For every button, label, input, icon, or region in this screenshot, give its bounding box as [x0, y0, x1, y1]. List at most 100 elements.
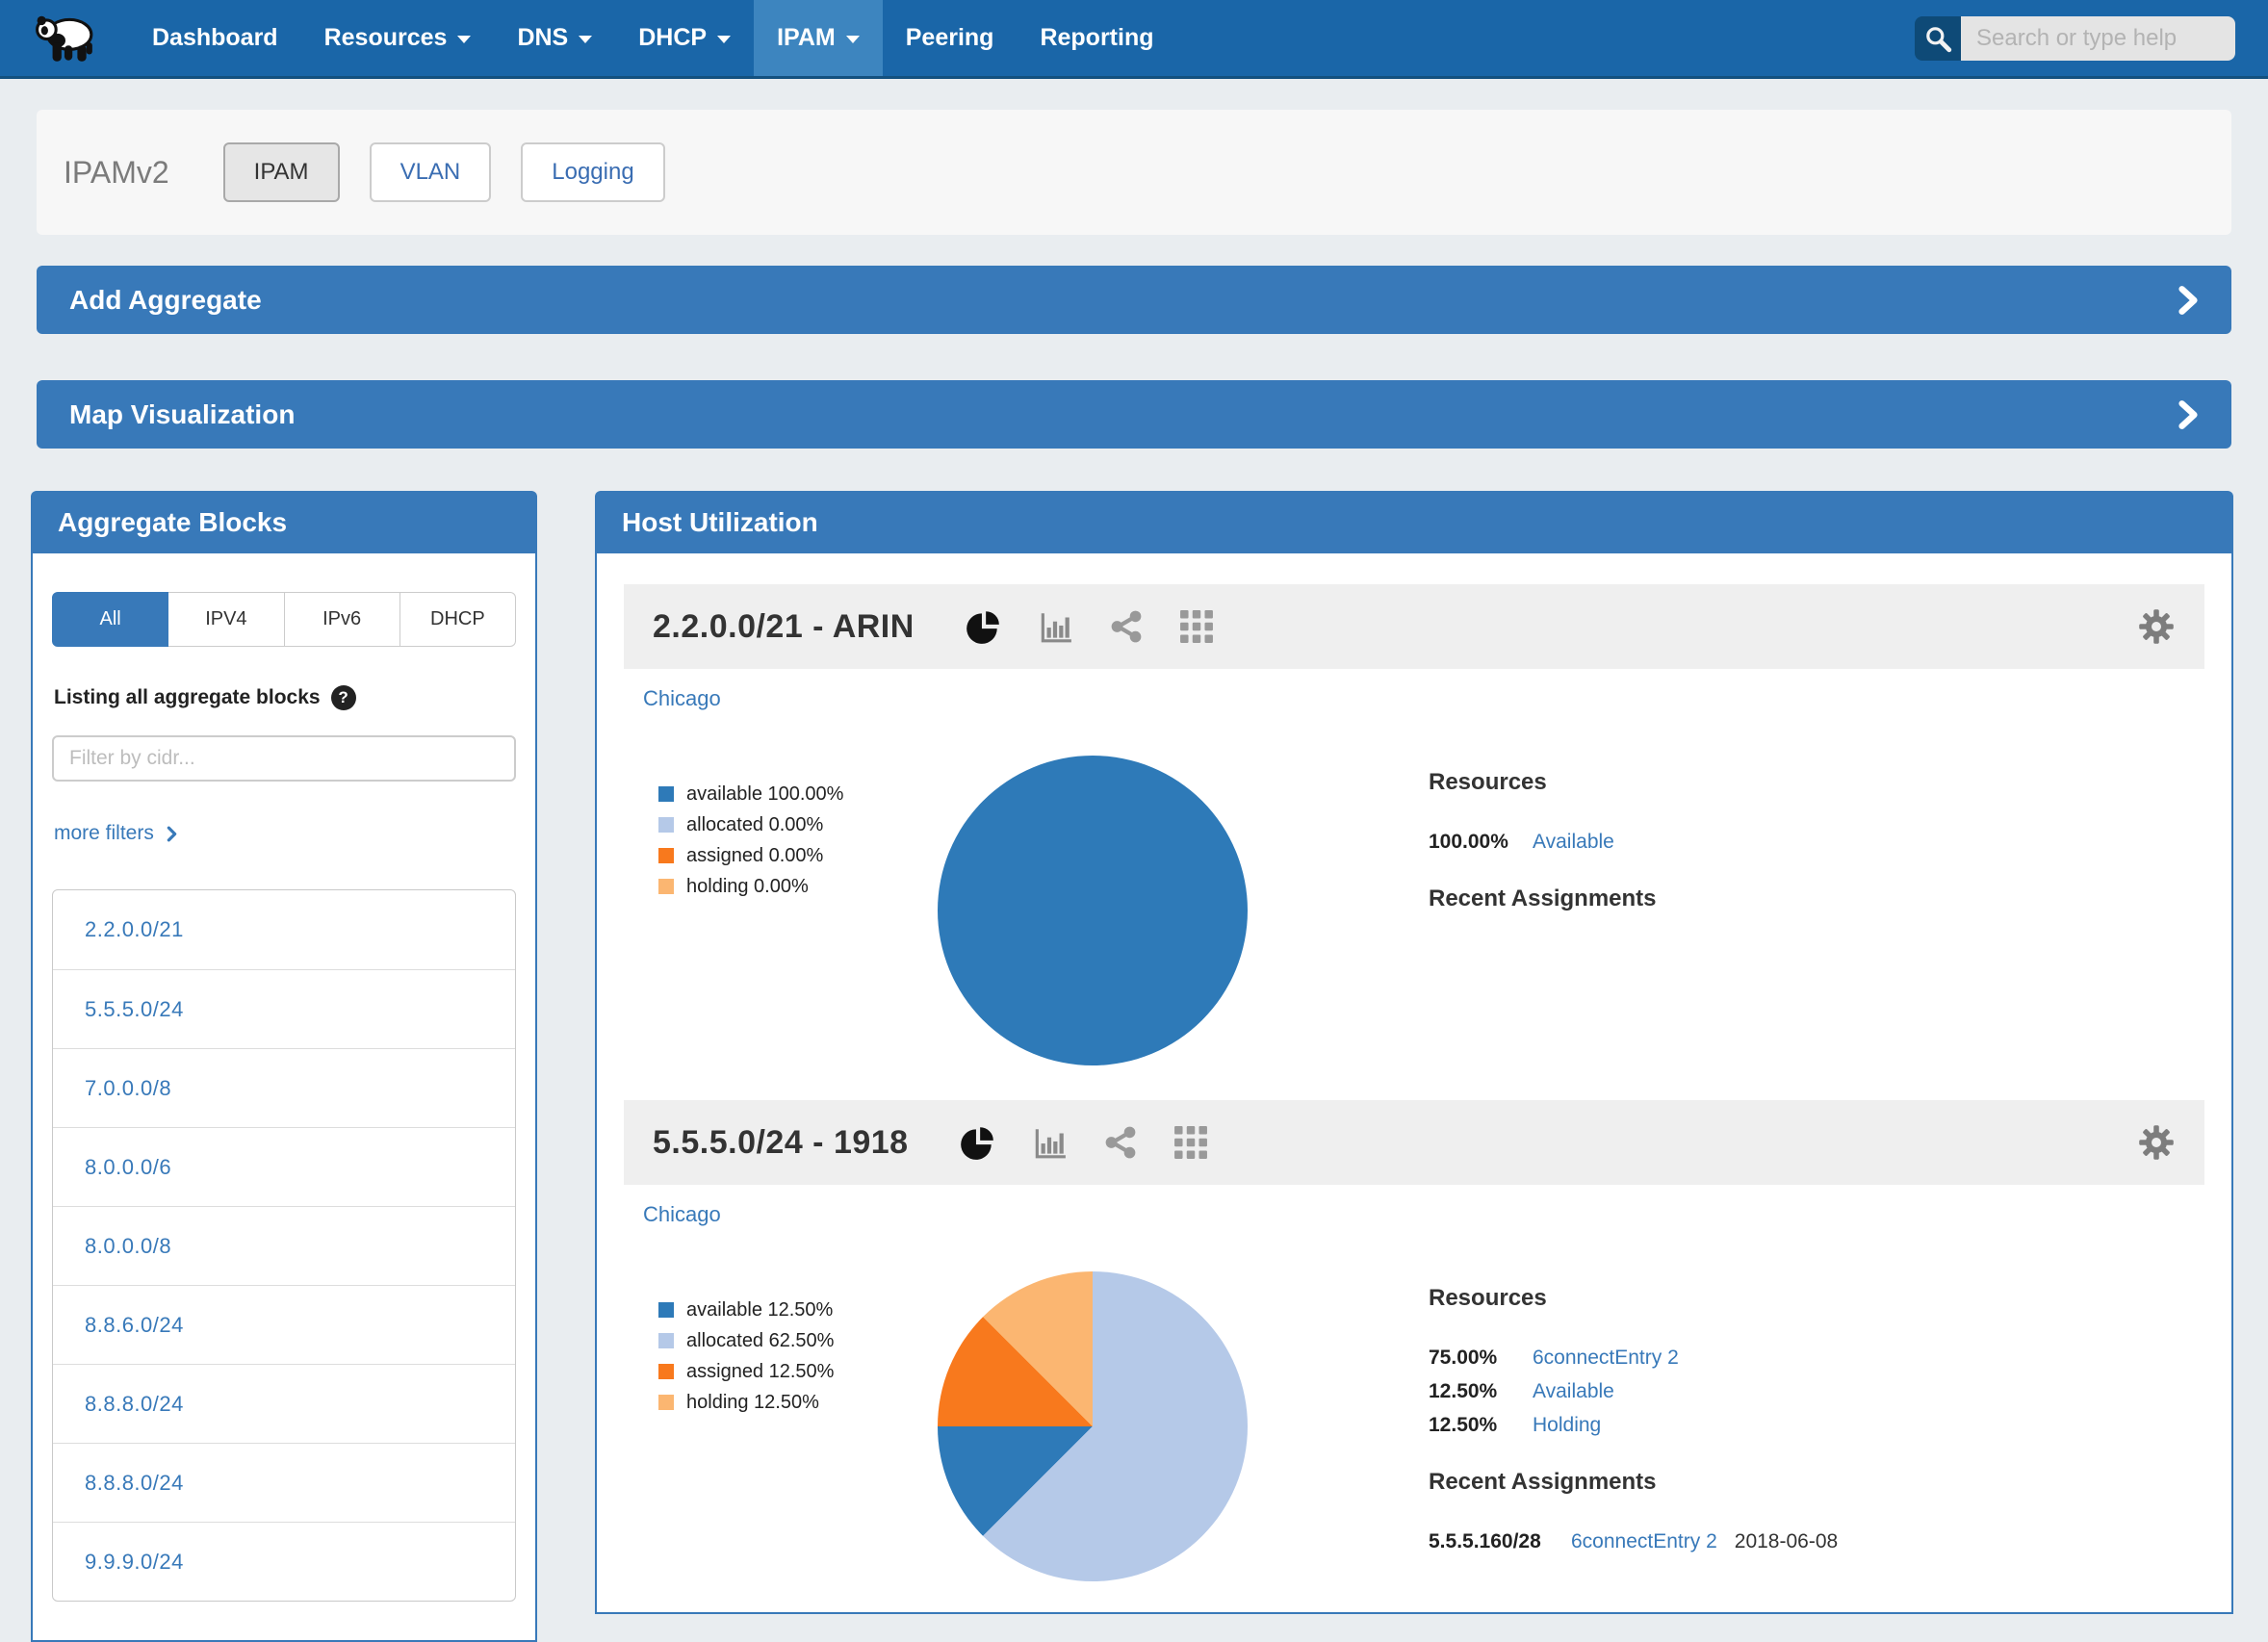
map-visualization-label: Map Visualization [69, 398, 296, 429]
resource-link[interactable]: Available [1533, 1380, 1614, 1402]
host-utilization-header: Host Utilization [595, 491, 2233, 553]
resources-column: Resources 75.00% 6connectEntry 2 12.50% … [1429, 1285, 1838, 1558]
chevron-right-icon [2178, 285, 2199, 316]
resources-column: Resources 100.00% Available Recent Assig… [1429, 769, 1657, 941]
recent-assignments-heading: Recent Assignments [1429, 885, 1657, 911]
nav-item-resources[interactable]: Resources [301, 0, 495, 76]
nav-menu: Dashboard Resources DNS DHCP IPAM Peerin… [129, 0, 1177, 76]
resource-row: 12.50% Available [1429, 1374, 1838, 1408]
legend-swatch-holding [658, 879, 674, 894]
pie-chart-container [938, 756, 1400, 1065]
legend-swatch-holding [658, 1395, 674, 1410]
map-visualization-bar[interactable]: Map Visualization [37, 380, 2231, 449]
utilization-pie-chart [938, 1271, 1248, 1581]
recent-assignment-row: 5.5.5.160/28 6connectEntry 2 2018-06-08 [1429, 1525, 1838, 1558]
filter-tab-dhcp[interactable]: DHCP [399, 592, 516, 647]
chevron-right-icon [166, 825, 178, 843]
caret-down-icon [845, 36, 860, 43]
bar-chart-icon[interactable] [1031, 1125, 1068, 1160]
caret-down-icon [717, 36, 732, 43]
gear-icon[interactable] [2137, 1123, 2176, 1162]
add-aggregate-label: Add Aggregate [69, 284, 262, 315]
panda-logo-icon[interactable] [35, 12, 96, 65]
pie-chart-icon[interactable] [959, 1123, 995, 1162]
aggregate-block-link[interactable]: 8.8.8.0/24 [53, 1443, 515, 1522]
cidr-filter-input[interactable] [52, 735, 516, 782]
tab-vlan[interactable]: VLAN [369, 142, 492, 202]
block-title: 2.2.0.0/21 - ARIN [653, 607, 915, 645]
aggregate-block-link[interactable]: 8.8.8.0/24 [53, 1364, 515, 1443]
bar-chart-icon[interactable] [1037, 609, 1073, 644]
view-switcher [959, 1123, 1208, 1162]
pie-legend: available 100.00% allocated 0.00% assign… [658, 779, 938, 902]
legend-swatch-assigned [658, 1364, 674, 1379]
aggregate-blocks-panel: Aggregate Blocks All IPV4 IPv6 DHCP List… [31, 491, 537, 1642]
resource-link[interactable]: 6connectEntry 2 [1533, 1347, 1679, 1369]
legend-swatch-assigned [658, 848, 674, 863]
page-header-card: IPAMv2 IPAM VLAN Logging [37, 110, 2231, 235]
pie-chart-icon[interactable] [965, 607, 1001, 646]
content-area: Aggregate Blocks All IPV4 IPv6 DHCP List… [31, 491, 2233, 1642]
host-utilization-panel: Host Utilization 2.2.0.0/21 - ARIN [595, 491, 2233, 1614]
gear-icon[interactable] [2137, 607, 2176, 646]
utilization-pie-chart [938, 756, 1248, 1065]
data-grid-icon[interactable] [1179, 609, 1214, 644]
listing-caption: Listing all aggregate blocks ? [52, 685, 516, 710]
host-utilization-body: 2.2.0.0/21 - ARIN [595, 553, 2233, 1614]
filter-tab-all[interactable]: All [52, 592, 169, 647]
aggregate-filter-tabs: All IPV4 IPv6 DHCP [52, 592, 516, 647]
resource-row: 12.50% Holding [1429, 1408, 1838, 1442]
resource-row: 75.00% 6connectEntry 2 [1429, 1341, 1838, 1374]
location-link[interactable]: Chicago [643, 1202, 721, 1226]
aggregate-block-link[interactable]: 8.0.0.0/6 [53, 1127, 515, 1206]
utilization-block-header: 5.5.5.0/24 - 1918 [624, 1100, 2204, 1185]
resources-heading: Resources [1429, 769, 1547, 795]
aggregate-blocks-header: Aggregate Blocks [31, 491, 537, 553]
utilization-block-header: 2.2.0.0/21 - ARIN [624, 584, 2204, 669]
search-icon[interactable] [1915, 15, 1961, 61]
more-filters-link[interactable]: more filters [52, 822, 516, 845]
top-nav: Dashboard Resources DNS DHCP IPAM Peerin… [0, 0, 2268, 79]
aggregate-block-link[interactable]: 8.0.0.0/8 [53, 1206, 515, 1285]
chevron-right-icon [2178, 399, 2199, 430]
location-link[interactable]: Chicago [643, 686, 721, 710]
tab-ipam[interactable]: IPAM [222, 142, 340, 202]
pie-chart-container [938, 1271, 1400, 1581]
resource-link[interactable]: Available [1533, 831, 1614, 853]
filter-tab-ipv6[interactable]: IPv6 [284, 592, 400, 647]
nav-item-reporting[interactable]: Reporting [1040, 24, 1154, 51]
aggregate-block-link[interactable]: 9.9.9.0/24 [53, 1522, 515, 1601]
resource-link[interactable]: Holding [1533, 1414, 1602, 1436]
data-grid-icon[interactable] [1173, 1125, 1208, 1160]
resource-row: 100.00% Available [1429, 825, 1657, 859]
aggregate-block-link[interactable]: 2.2.0.0/21 [85, 917, 184, 941]
utilization-block-content: available 12.50% allocated 62.50% assign… [624, 1271, 2204, 1581]
nav-item-peering[interactable]: Peering [905, 24, 994, 51]
resource-link[interactable]: 6connectEntry 2 [1571, 1530, 1717, 1552]
view-switcher [965, 607, 1214, 646]
help-icon[interactable]: ? [330, 685, 356, 710]
caret-down-icon [457, 36, 472, 43]
tab-logging[interactable]: Logging [521, 142, 665, 202]
share-icon[interactable] [1103, 1125, 1138, 1160]
aggregate-block-link[interactable]: 8.8.6.0/24 [53, 1285, 515, 1364]
nav-item-dns[interactable]: DNS [494, 0, 615, 76]
aggregate-blocks-body: All IPV4 IPv6 DHCP Listing all aggregate… [31, 553, 537, 1642]
legend-swatch-available [658, 1302, 674, 1318]
utilization-block-content: available 100.00% allocated 0.00% assign… [624, 756, 2204, 1065]
aggregate-block-link[interactable]: 5.5.5.0/24 [53, 969, 515, 1048]
legend-swatch-allocated [658, 1333, 674, 1348]
global-search [1915, 15, 2235, 61]
add-aggregate-bar[interactable]: Add Aggregate [37, 266, 2231, 334]
nav-item-dashboard[interactable]: Dashboard [152, 24, 278, 51]
share-icon[interactable] [1109, 609, 1144, 644]
page-title: IPAMv2 [64, 154, 169, 190]
aggregate-block-list: 2.2.0.0/21 5.5.5.0/24 7.0.0.0/8 8.0.0.0/… [52, 889, 516, 1602]
nav-item-dhcp[interactable]: DHCP [615, 0, 754, 76]
search-input[interactable] [1961, 15, 2235, 61]
filter-tab-ipv4[interactable]: IPV4 [168, 592, 285, 647]
aggregate-block-link[interactable]: 7.0.0.0/8 [53, 1048, 515, 1127]
nav-item-ipam[interactable]: IPAM [754, 0, 883, 76]
block-title: 5.5.5.0/24 - 1918 [653, 1123, 909, 1161]
pie-legend: available 12.50% allocated 62.50% assign… [658, 1295, 938, 1418]
